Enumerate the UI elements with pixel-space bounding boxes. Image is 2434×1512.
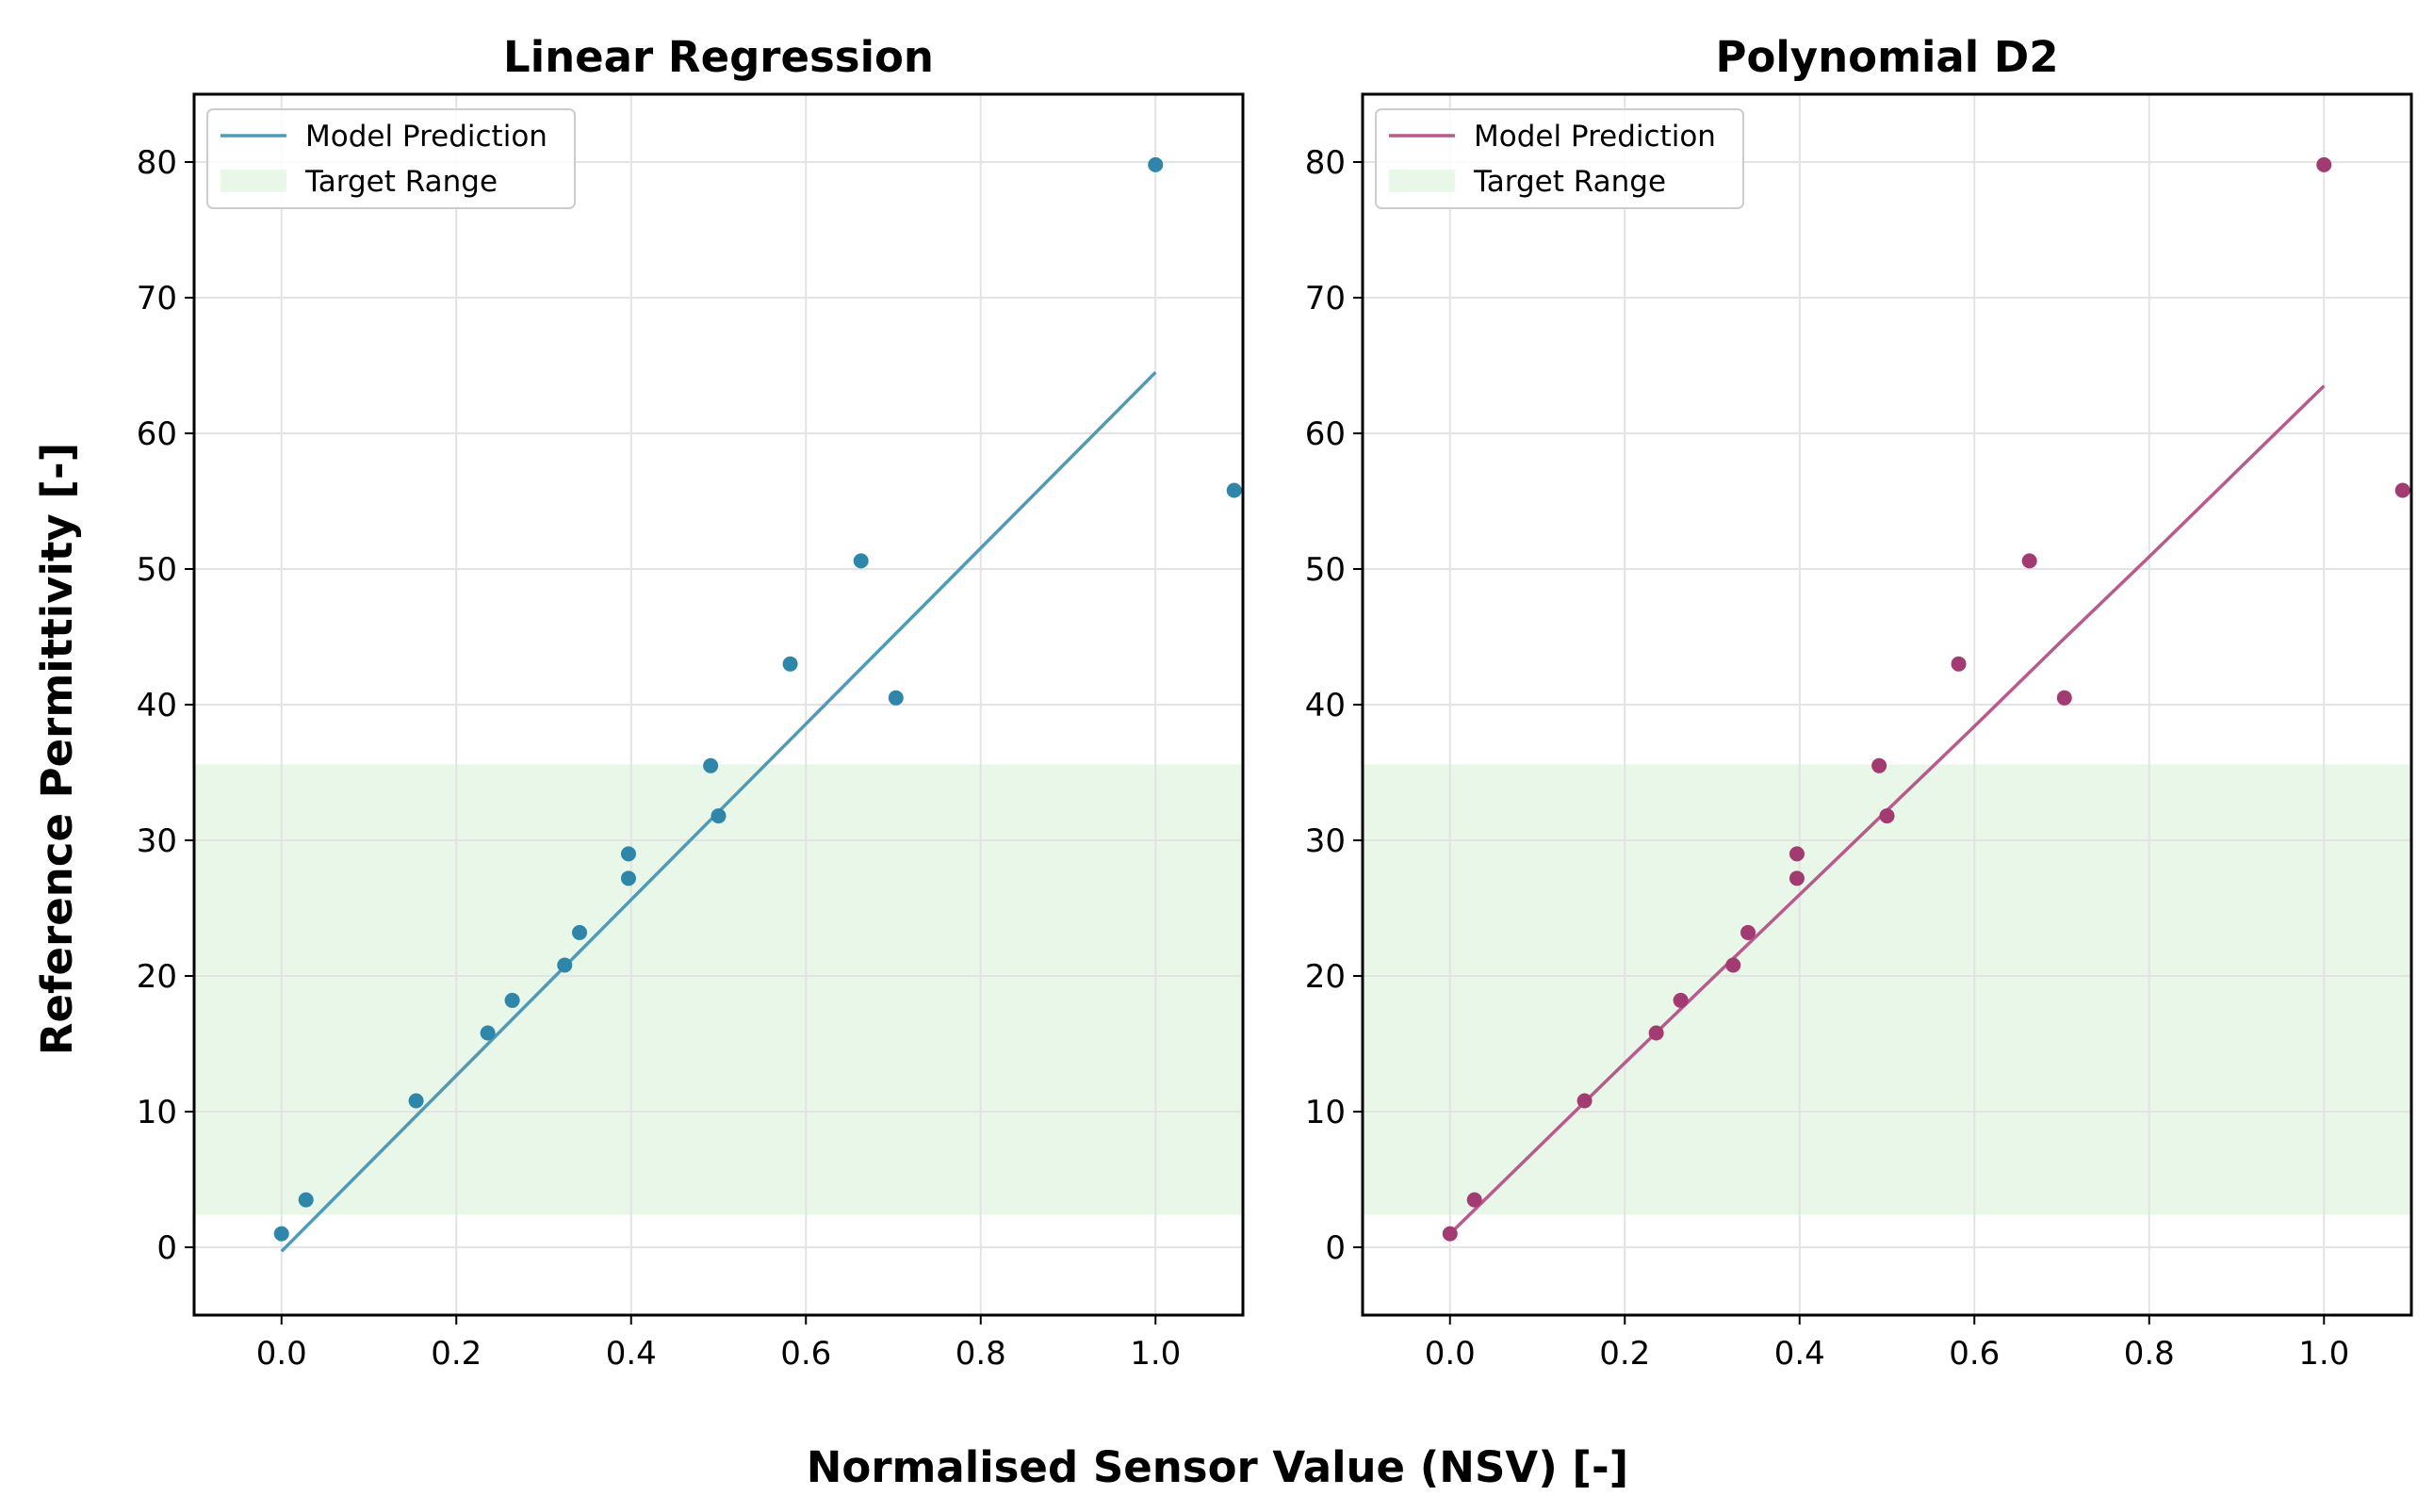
panel-1-y-tick-label: 40	[137, 687, 177, 724]
panel-2-y-tick-label: 50	[1305, 551, 1346, 589]
panel-1-x-tick-label: 0.0	[256, 1335, 307, 1373]
panel-2-y-tick-label: 30	[1305, 822, 1346, 860]
panel-1-legend-label: Model Prediction	[305, 120, 547, 154]
panel-2-scatter-points	[1442, 156, 2410, 1242]
panel-1-legend: Model Prediction Target Range	[206, 108, 576, 209]
panel-2-data-point	[1740, 924, 1756, 940]
panel-2: 0.0 0.2 0.4 0.6 0.8 1.0 0 10 20 30 40 50 60 70 80 Polyn…	[1305, 32, 2413, 1373]
panel-2-y-tick-label: 60	[1305, 415, 1346, 453]
panel-2-data-point	[2056, 690, 2072, 706]
panel-1-x-tick-label: 1.0	[1130, 1335, 1181, 1373]
panel-2-data-point	[1576, 1093, 1593, 1109]
panel-1-data-point	[620, 870, 636, 886]
panel-2-y-tick-label: 70	[1305, 280, 1346, 317]
panel-1-data-point	[480, 1025, 496, 1041]
panel-2-data-point	[1789, 846, 1805, 862]
panel-2-data-point	[1673, 992, 1689, 1008]
panel-1-data-point	[298, 1192, 314, 1208]
panel-1-x-tick-label: 0.2	[431, 1335, 482, 1373]
panel-2-data-point	[1466, 1192, 1482, 1208]
panel-1-data-point	[1148, 156, 1164, 172]
panel-2-data-point	[1442, 1226, 1458, 1242]
panel-1-data-point	[504, 992, 520, 1008]
panel-1-y-tick-label: 70	[137, 280, 177, 317]
panel-2-target-range-band	[1363, 764, 2411, 1215]
panel-2-title: Polynomial D2	[1715, 32, 2058, 82]
panel-1-title: Linear Regression	[503, 32, 934, 82]
panel-1-data-point	[557, 957, 573, 973]
panel-2-y-tick-label: 80	[1305, 144, 1346, 182]
panel-2-data-point	[2021, 553, 2037, 569]
panel-1-data-point	[408, 1093, 424, 1109]
panel-1-data-point	[782, 656, 798, 672]
panel-1-y-tick-label: 20	[137, 958, 177, 996]
panel-2-data-point	[2394, 482, 2410, 498]
panel-1-data-point	[620, 846, 636, 862]
panel-1-x-tick-label: 0.8	[956, 1335, 1006, 1373]
panel-1-target-range-band	[194, 764, 1243, 1215]
panel-2-legend-label: Model Prediction	[1474, 120, 1716, 154]
panel-1-y-tick-label: 60	[137, 415, 177, 453]
y-axis-label: Reference Permittivity [-]	[32, 443, 82, 1055]
panel-2-legend-patch-swatch	[1389, 170, 1455, 192]
panel-2-x-tick-label: 0.6	[1949, 1335, 2000, 1373]
panel-2-data-point	[1871, 757, 1887, 773]
panel-1-data-point	[853, 553, 869, 569]
panel-2-x-tick-label: 1.0	[2298, 1335, 2349, 1373]
panel-2-y-tick-label: 0	[1325, 1229, 1346, 1267]
x-axis-label: Normalised Sensor Value (NSV) [-]	[807, 1442, 1628, 1492]
panel-2-y-tick-label: 20	[1305, 958, 1346, 996]
panel-2-y-tick-label: 10	[1305, 1094, 1346, 1131]
panel-1-y-tick-label: 80	[137, 144, 177, 182]
panel-2-data-point	[1879, 808, 1895, 824]
panel-1-y-tick-label: 50	[137, 551, 177, 589]
panel-1-data-point	[888, 690, 904, 706]
panel-1-y-tick-label: 30	[137, 822, 177, 860]
panel-2-legend: Model Prediction Target Range	[1375, 108, 1744, 209]
panel-2-data-point	[1789, 870, 1805, 886]
panel-2-x-tick-label: 0.8	[2124, 1335, 2175, 1373]
panel-1-y-tick-label: 10	[137, 1094, 177, 1131]
panel-1-legend-patch-swatch	[221, 170, 286, 192]
panel-1-data-point	[1226, 482, 1242, 498]
panel-2-data-point	[1648, 1025, 1664, 1041]
panel-2-data-point	[2316, 156, 2332, 172]
panel-1-x-tick-label: 0.4	[606, 1335, 657, 1373]
panel-1-data-point	[703, 757, 719, 773]
panel-2-legend-label: Target Range	[1473, 165, 1666, 199]
panel-2-data-point	[1725, 957, 1741, 973]
panel-2-legend-box	[1375, 108, 1744, 209]
panel-2-x-tick-label: 0.0	[1425, 1335, 1476, 1373]
panel-1-x-tick-label: 0.6	[780, 1335, 831, 1373]
panel-2-x-tick-label: 0.4	[1774, 1335, 1825, 1373]
panel-1-scatter-points	[273, 156, 1242, 1242]
panel-1-data-point	[273, 1226, 289, 1242]
panel-1-legend-label: Target Range	[304, 165, 498, 199]
panel-1-legend-box	[206, 108, 576, 209]
panel-1-data-point	[572, 924, 588, 940]
panel-1-y-tick-label: 0	[156, 1229, 177, 1267]
panel-1: 0.0 0.2 0.4 0.6 0.8 1.0 0 10 20 30 40 50 60 70 80 Linea…	[137, 32, 1245, 1373]
panel-2-x-tick-label: 0.2	[1599, 1335, 1650, 1373]
panel-2-data-point	[1951, 656, 1967, 672]
panel-1-data-point	[711, 808, 727, 824]
panel-2-y-tick-label: 40	[1305, 687, 1346, 724]
